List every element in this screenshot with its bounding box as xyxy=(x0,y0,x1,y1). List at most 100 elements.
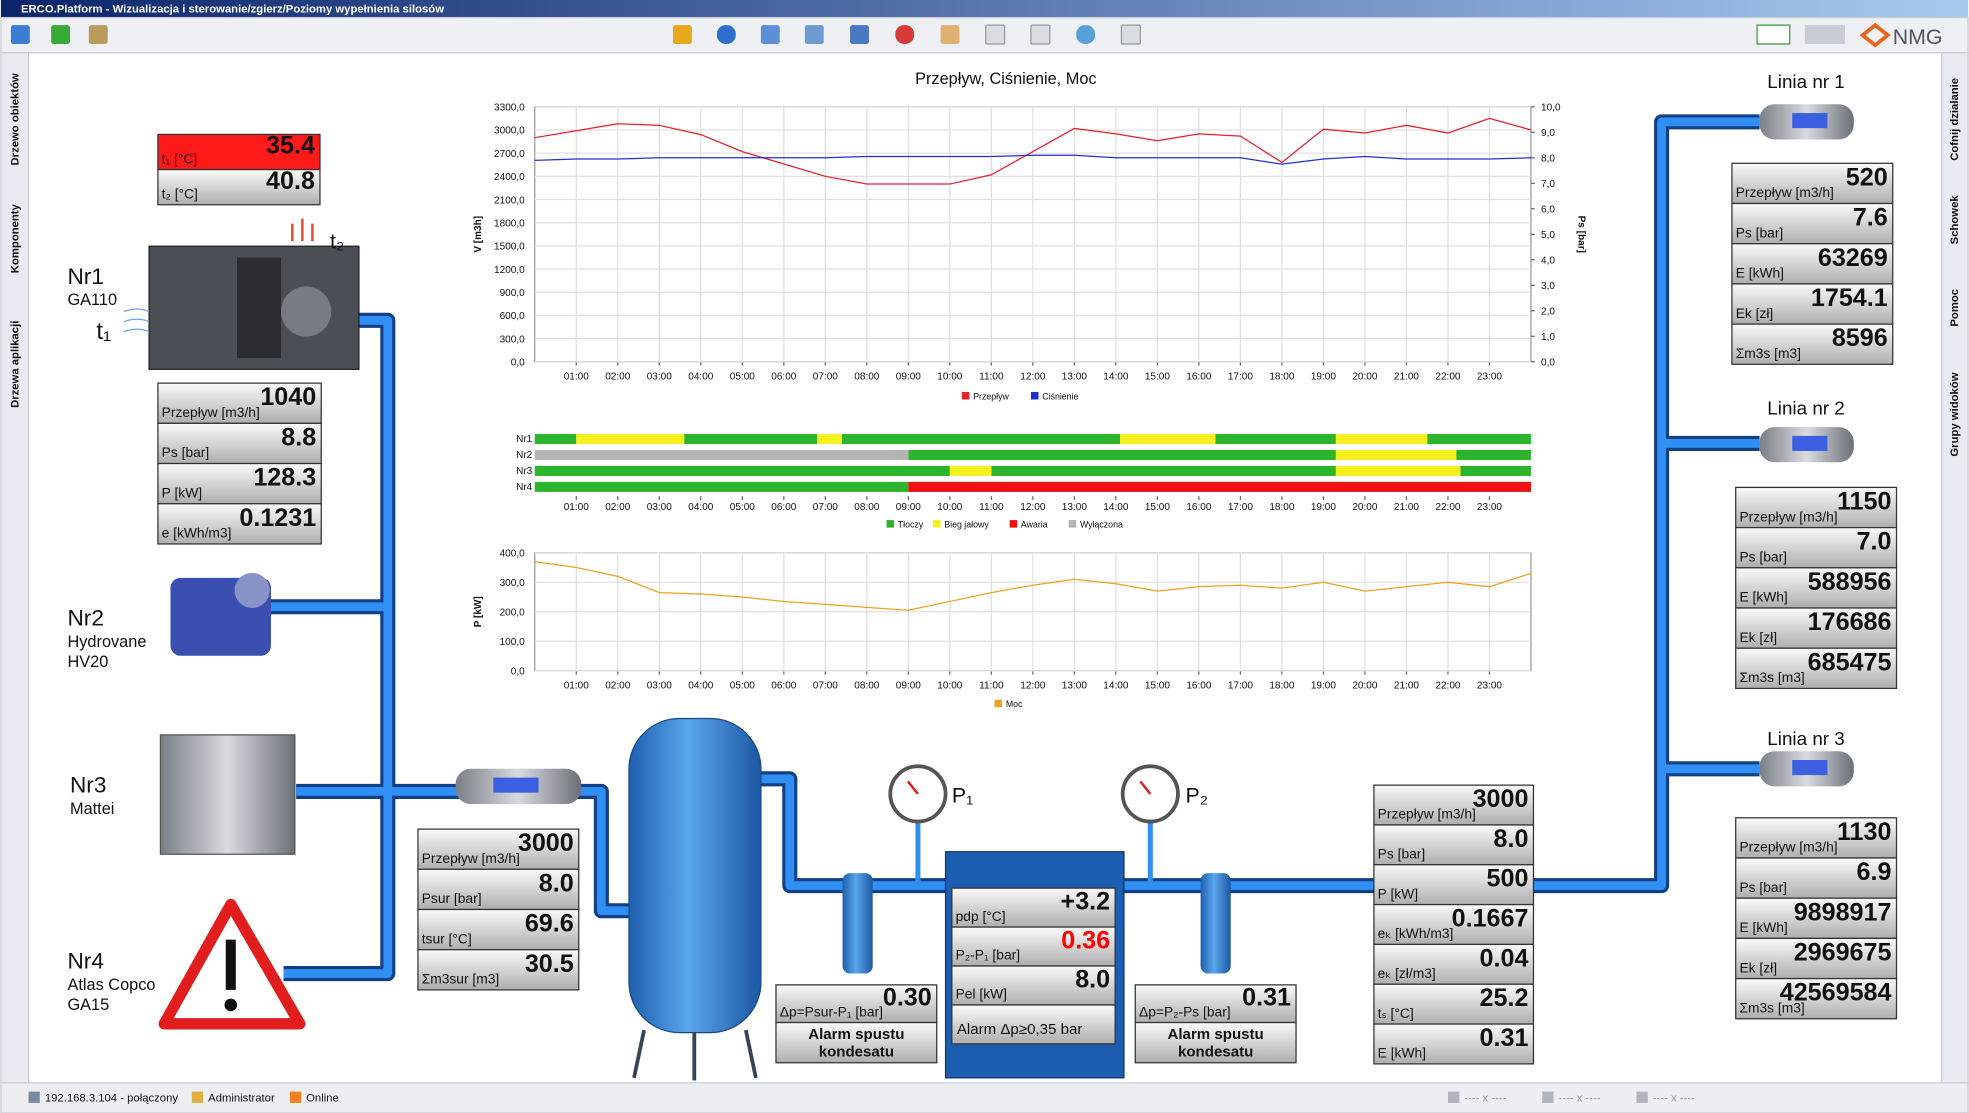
legend-label: Przepływ xyxy=(973,391,1009,401)
sidebar-tab[interactable]: Komponenty xyxy=(9,203,21,273)
row-value: 9898917 xyxy=(1794,898,1892,926)
status-span xyxy=(1215,434,1336,445)
y-axis-label: P [kW] xyxy=(473,596,484,627)
row-label: Przepływ [m3/h] xyxy=(1739,508,1837,524)
y2-tick-label: 10,0 xyxy=(1541,103,1561,114)
alarm-button[interactable] xyxy=(895,25,915,44)
x-tick-label: 20:00 xyxy=(1352,371,1378,382)
status-span xyxy=(534,465,950,476)
row-value: 520 xyxy=(1846,163,1888,191)
chart-button[interactable] xyxy=(1076,25,1096,44)
y-tick-label: 200,0 xyxy=(500,608,526,619)
sidebar-tab[interactable]: Drzewa aplikacji xyxy=(9,321,21,408)
value-row xyxy=(157,168,321,206)
status-icon xyxy=(28,1091,40,1103)
row-label: eₖ [kWh/m3] xyxy=(1378,925,1454,941)
status-span xyxy=(841,434,1121,445)
row-label: P [kW] xyxy=(162,484,202,500)
tool-button[interactable] xyxy=(672,25,692,44)
value-row xyxy=(1735,977,1898,1020)
toolbar xyxy=(0,16,1969,54)
value-row xyxy=(157,422,322,465)
refresh-button[interactable] xyxy=(716,25,736,44)
x-tick-label: 11:00 xyxy=(979,680,1004,691)
row-label: Przepływ [m3/h] xyxy=(422,850,520,866)
up-button[interactable] xyxy=(51,25,70,44)
row-value: 8.0 xyxy=(1075,965,1110,993)
y2-tick-label: 5,0 xyxy=(1541,230,1555,241)
legend-swatch xyxy=(932,520,941,528)
x-tick-label: 09:00 xyxy=(896,680,922,691)
value-row xyxy=(417,908,580,951)
home-button[interactable] xyxy=(10,25,30,44)
y-tick-label: 300,0 xyxy=(500,578,526,589)
row-label: Psur [bar] xyxy=(422,890,482,906)
value-row xyxy=(1735,526,1898,569)
value-row xyxy=(1735,857,1898,899)
sensor-label: t₁ xyxy=(96,318,111,345)
row-value: 128.3 xyxy=(253,464,316,492)
view-button[interactable] xyxy=(1756,24,1791,45)
row-label: eₖ [zł/m3] xyxy=(1378,965,1436,981)
sidebar-tab[interactable]: Schowek xyxy=(1949,195,1961,245)
x-tick-label: 11:00 xyxy=(979,371,1004,382)
y2-tick-label: 3,0 xyxy=(1541,281,1555,292)
book-button[interactable] xyxy=(88,25,108,44)
zoom-button[interactable] xyxy=(850,25,869,44)
row-value: 685475 xyxy=(1808,648,1892,676)
level-button[interactable] xyxy=(1804,25,1846,44)
search-button[interactable] xyxy=(804,25,824,44)
row-label: Σm3s [m3] xyxy=(1739,669,1804,685)
doc-button[interactable] xyxy=(985,24,1006,45)
value-row xyxy=(1373,864,1535,906)
x-tick-label: 02:00 xyxy=(605,502,631,513)
x-tick-label: 05:00 xyxy=(730,371,756,382)
x-tick-label: 20:00 xyxy=(1352,502,1378,513)
x-tick-label: 05:00 xyxy=(730,502,756,513)
row-label: e [kWh/m3] xyxy=(162,525,232,541)
row-label: Przepływ [m3/h] xyxy=(162,404,260,420)
x-tick-label: 06:00 xyxy=(771,502,797,513)
tank-legs xyxy=(632,1029,758,1081)
y-tick-label: 400,0 xyxy=(500,548,526,559)
row-label: Przepływ [m3/h] xyxy=(1739,839,1837,855)
x-tick-label: 04:00 xyxy=(688,371,714,382)
legend-swatch xyxy=(994,699,1003,708)
value-row xyxy=(1373,983,1535,1025)
status-text: Online xyxy=(306,1093,339,1105)
value-row xyxy=(951,926,1116,967)
x-tick-label: 19:00 xyxy=(1311,680,1337,691)
line-label: Linia nr 3 xyxy=(1767,728,1844,749)
value-row xyxy=(1373,784,1535,826)
x-tick-label: 18:00 xyxy=(1269,680,1295,691)
calendar-button[interactable] xyxy=(940,25,960,44)
x-tick-label: 14:00 xyxy=(1103,371,1129,382)
row-label: P [kW] xyxy=(1378,885,1418,901)
y2-tick-label: 7,0 xyxy=(1541,179,1555,190)
x-tick-label: 01:00 xyxy=(564,680,590,691)
y2-tick-label: 8,0 xyxy=(1541,154,1555,165)
window-button[interactable] xyxy=(760,25,780,44)
export-button[interactable] xyxy=(1120,24,1141,45)
x-tick-label: 01:00 xyxy=(564,371,590,382)
row-label: Nr4 xyxy=(516,482,533,493)
value-row xyxy=(775,984,938,1024)
status-text: ---- x ---- xyxy=(1559,1093,1601,1105)
row-label: Ps [bar] xyxy=(1739,879,1787,895)
line-label: Linia nr 2 xyxy=(1767,398,1844,419)
row-value: 3000 xyxy=(1473,785,1529,813)
equipment-model: Atlas Copco xyxy=(67,976,155,994)
y2-tick-label: 1,0 xyxy=(1541,332,1555,343)
y-tick-label: 2100,0 xyxy=(494,195,525,206)
report-button[interactable] xyxy=(1030,24,1051,45)
compressor-logo xyxy=(281,286,332,337)
sidebar-tab[interactable]: Drzewo obiektów xyxy=(9,73,21,165)
row-label: Σm3s [m3] xyxy=(1736,345,1801,361)
sidebar-tab[interactable]: Pomoc xyxy=(1949,289,1961,327)
x-tick-label: 08:00 xyxy=(854,502,880,513)
row-label: Δp=Psur-P₁ [bar] xyxy=(780,1003,883,1019)
sidebar-tab[interactable]: Grupy widoków xyxy=(1949,372,1961,456)
intake-arrows xyxy=(123,308,150,333)
sidebar-tab[interactable]: Cofnij działanie xyxy=(1949,78,1961,161)
value-row xyxy=(1735,937,1898,980)
